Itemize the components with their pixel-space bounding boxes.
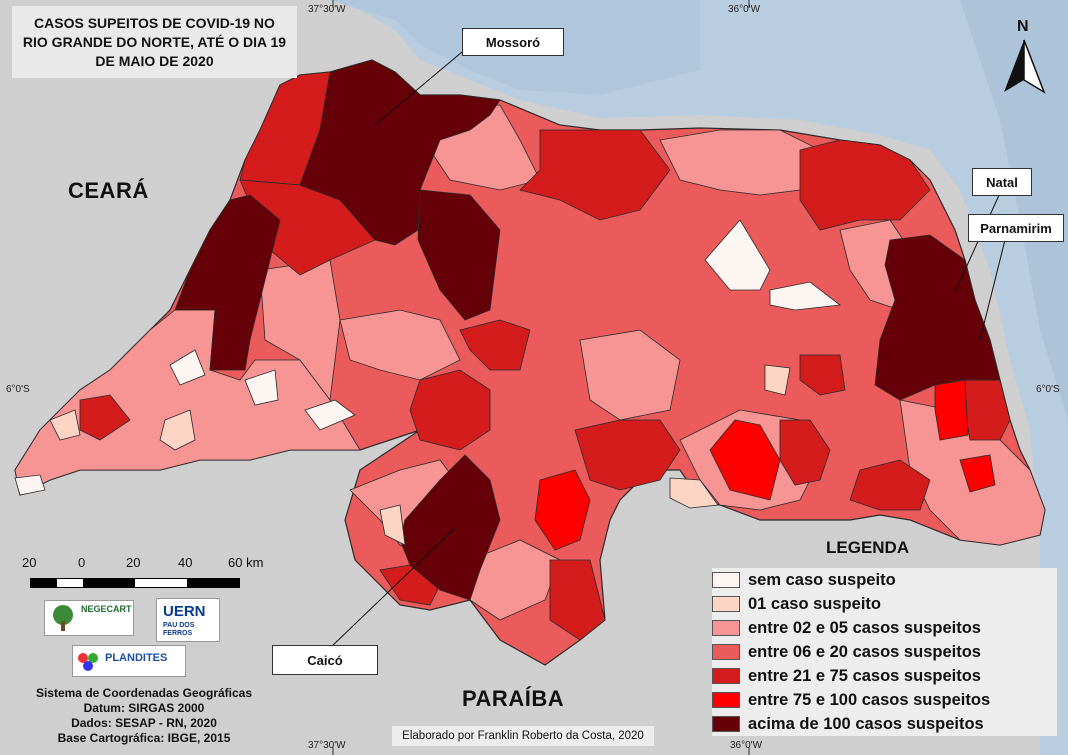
legend-swatch [712, 716, 740, 732]
callout-caico: Caicó [272, 645, 378, 675]
zone-n-red [519, 129, 671, 221]
coord-right-lat: 6°0'S [1036, 384, 1060, 395]
coord-bottom-left: 37°30'W [308, 740, 346, 751]
legend-item: acima de 100 casos suspeitos [712, 712, 984, 736]
zone-c-red-2 [409, 369, 491, 451]
legend-item: entre 75 e 100 casos suspeitos [712, 688, 990, 712]
scale-num: 40 [178, 555, 193, 570]
north-letter: N [1017, 18, 1029, 35]
legend-item: entre 21 e 75 casos suspeitos [712, 664, 981, 688]
state-label-ceara: CEARÁ [68, 178, 149, 203]
legend-swatch [712, 644, 740, 660]
zone-caico [399, 454, 501, 601]
callout-mossoro: Mossoró [462, 28, 564, 56]
legend-title: LEGENDA [826, 538, 910, 557]
info-line: Base Cartográfica: IBGE, 2015 [57, 731, 231, 745]
callout-natal: Natal [972, 168, 1032, 196]
legend-label: sem caso suspeito [748, 570, 896, 589]
negecart-text: NEGECART [81, 604, 132, 614]
legend-label: entre 75 e 100 casos suspeitos [748, 690, 991, 709]
legend-label: entre 02 e 05 casos suspeitos [748, 618, 981, 637]
north-arrow [1004, 39, 1046, 94]
legend-item: sem caso suspeito [712, 568, 896, 592]
negecart-logo: NEGECART [44, 600, 134, 636]
title-line-3: DE MAIO DE 2020 [95, 52, 214, 69]
zone-bright-2 [709, 419, 781, 501]
zone-one-2 [159, 409, 196, 451]
zone-center-pink [579, 329, 681, 421]
info-line: Datum: SIRGAS 2000 [83, 701, 205, 715]
legend-swatch [712, 620, 740, 636]
zone-bright-4 [959, 454, 996, 493]
zone-c-red-1 [459, 319, 531, 371]
credit-text: Elaborado por Franklin Roberto da Costa,… [392, 726, 654, 746]
scale-bar [30, 578, 240, 588]
tree-icon [53, 605, 73, 631]
coord-left-lat: 6°0'S [6, 384, 30, 395]
coord-top-left: 37°30'W [308, 4, 346, 15]
zone-one-5 [49, 409, 81, 441]
zone-bright-1 [534, 469, 591, 551]
zone-one-3 [379, 504, 406, 546]
info-line: Sistema de Coordenadas Geográficas [35, 686, 253, 700]
zone-one-1 [669, 477, 719, 509]
scale-num: 60 km [228, 555, 264, 570]
uern-text: UERN [163, 603, 206, 620]
info-line: Dados: SESAP - RN, 2020 [71, 716, 217, 730]
zone-one-4 [764, 364, 791, 396]
scale-num: 20 [22, 555, 37, 570]
scale-num: 20 [126, 555, 141, 570]
legend-swatch [712, 596, 740, 612]
legend-swatch [712, 572, 740, 588]
zone-s-red-2 [549, 559, 606, 641]
zone-s-red [574, 419, 681, 491]
zone-zero-5 [304, 399, 356, 431]
legend-label: acima de 100 casos suspeitos [748, 714, 984, 733]
coord-top-right: 36°0'W [728, 4, 761, 15]
legend-box: sem caso suspeito 01 caso suspeito entre… [712, 568, 1057, 736]
zone-zero-2 [769, 281, 842, 311]
title-line-2: RIO GRANDE DO NORTE, ATÉ O DIA 19 [22, 33, 287, 50]
callout-parnamirim: Parnamirim [968, 214, 1064, 242]
zone-mossoro-south [417, 189, 501, 321]
ocean-deep [960, 0, 1068, 420]
legend-item: entre 02 e 05 casos suspeitos [712, 616, 981, 640]
scale-num: 0 [78, 555, 86, 570]
zone-natal-area [874, 234, 1001, 401]
zone-zero-6 [14, 474, 46, 496]
title-line-1: CASOS SUPEITOS DE COVID-19 NO [34, 14, 275, 31]
zone-zero-3 [169, 349, 206, 386]
zone-zero-1 [704, 219, 771, 291]
zone-zero-4 [244, 369, 279, 406]
plandites-logo: PLANDITES [72, 645, 186, 677]
coord-bottom-right: 36°0'W [730, 740, 763, 751]
map-title: CASOS SUPEITOS DE COVID-19 NO RIO GRANDE… [12, 6, 297, 78]
zone-bright-3 [934, 379, 969, 441]
zone-ne-red [799, 139, 931, 231]
zone-w-red-2 [79, 394, 131, 441]
legend-item: 01 caso suspeito [712, 592, 881, 616]
uern-sub-text: PAU DOS FERROS [163, 622, 195, 637]
map-info: Sistema de Coordenadas Geográficas Datum… [14, 686, 274, 746]
legend-label: entre 21 e 75 casos suspeitos [748, 666, 981, 685]
legend-swatch [712, 692, 740, 708]
zone-mid-pink [339, 309, 461, 381]
zone-west-dark [174, 194, 281, 371]
zone-c-red-3 [799, 354, 846, 396]
plandites-text: PLANDITES [105, 652, 168, 664]
legend-swatch [712, 668, 740, 684]
legend-item: entre 06 e 20 casos suspeitos [712, 640, 981, 664]
legend-label: 01 caso suspeito [748, 594, 881, 613]
state-label-paraiba: PARAÍBA [462, 686, 565, 711]
zone-west-pink [14, 309, 361, 496]
zone-se-red-2 [849, 459, 931, 511]
uern-logo: UERN PAU DOS FERROS [156, 598, 220, 642]
plandites-icon [78, 653, 98, 671]
legend-label: entre 06 e 20 casos suspeitos [748, 642, 981, 661]
